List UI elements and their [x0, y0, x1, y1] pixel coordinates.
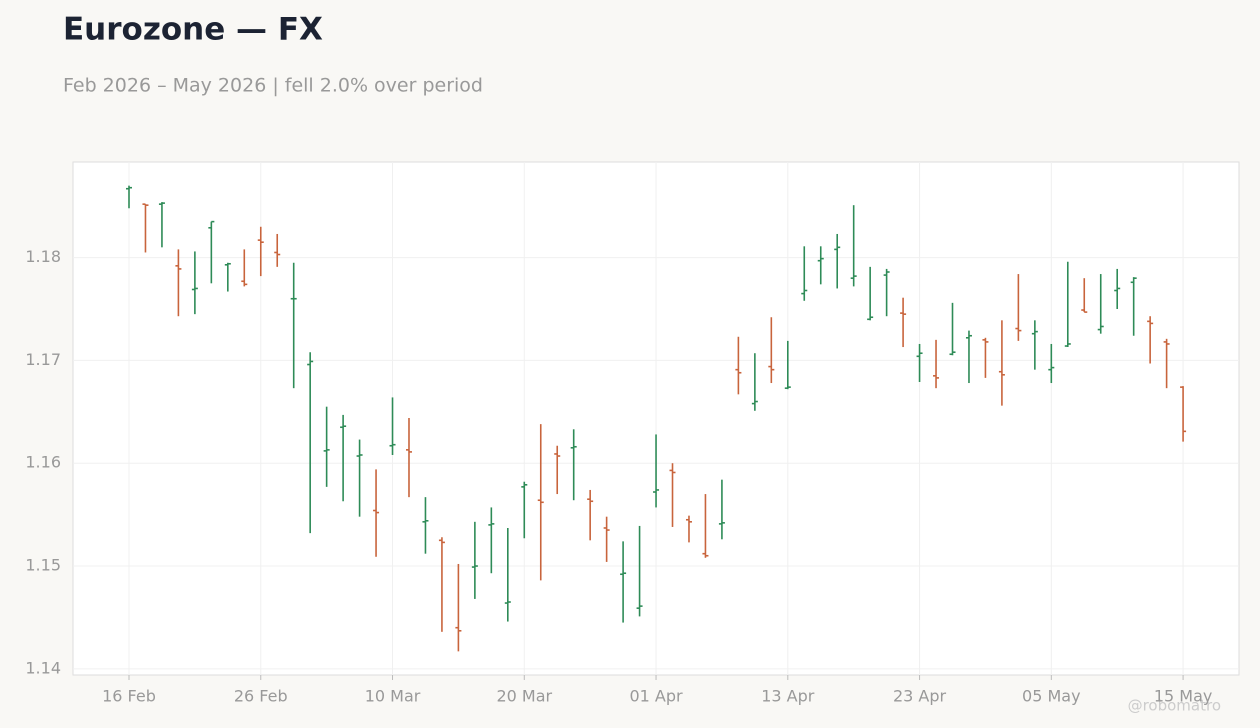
- y-tick-label: 1.16: [25, 453, 61, 472]
- x-tick-label: 20 Mar: [496, 687, 552, 706]
- x-tick-label: 15 May: [1154, 687, 1213, 706]
- x-tick-label: 16 Feb: [102, 687, 156, 706]
- x-tick-label: 10 Mar: [365, 687, 421, 706]
- y-tick-label: 1.14: [25, 658, 61, 677]
- x-tick-label: 26 Feb: [234, 687, 288, 706]
- watermark: @robomatro: [1128, 697, 1221, 715]
- y-tick-label: 1.15: [25, 556, 61, 575]
- chart-title: Eurozone — FX: [63, 12, 323, 48]
- x-tick-label: 01 Apr: [629, 687, 683, 706]
- x-tick-label: 13 Apr: [761, 687, 815, 706]
- x-tick-label: 05 May: [1022, 687, 1081, 706]
- chart-subtitle: Feb 2026 – May 2026 | fell 2.0% over per…: [63, 75, 483, 97]
- y-tick-label: 1.18: [25, 247, 61, 266]
- y-tick-label: 1.17: [25, 350, 61, 369]
- x-tick-label: 23 Apr: [893, 687, 947, 706]
